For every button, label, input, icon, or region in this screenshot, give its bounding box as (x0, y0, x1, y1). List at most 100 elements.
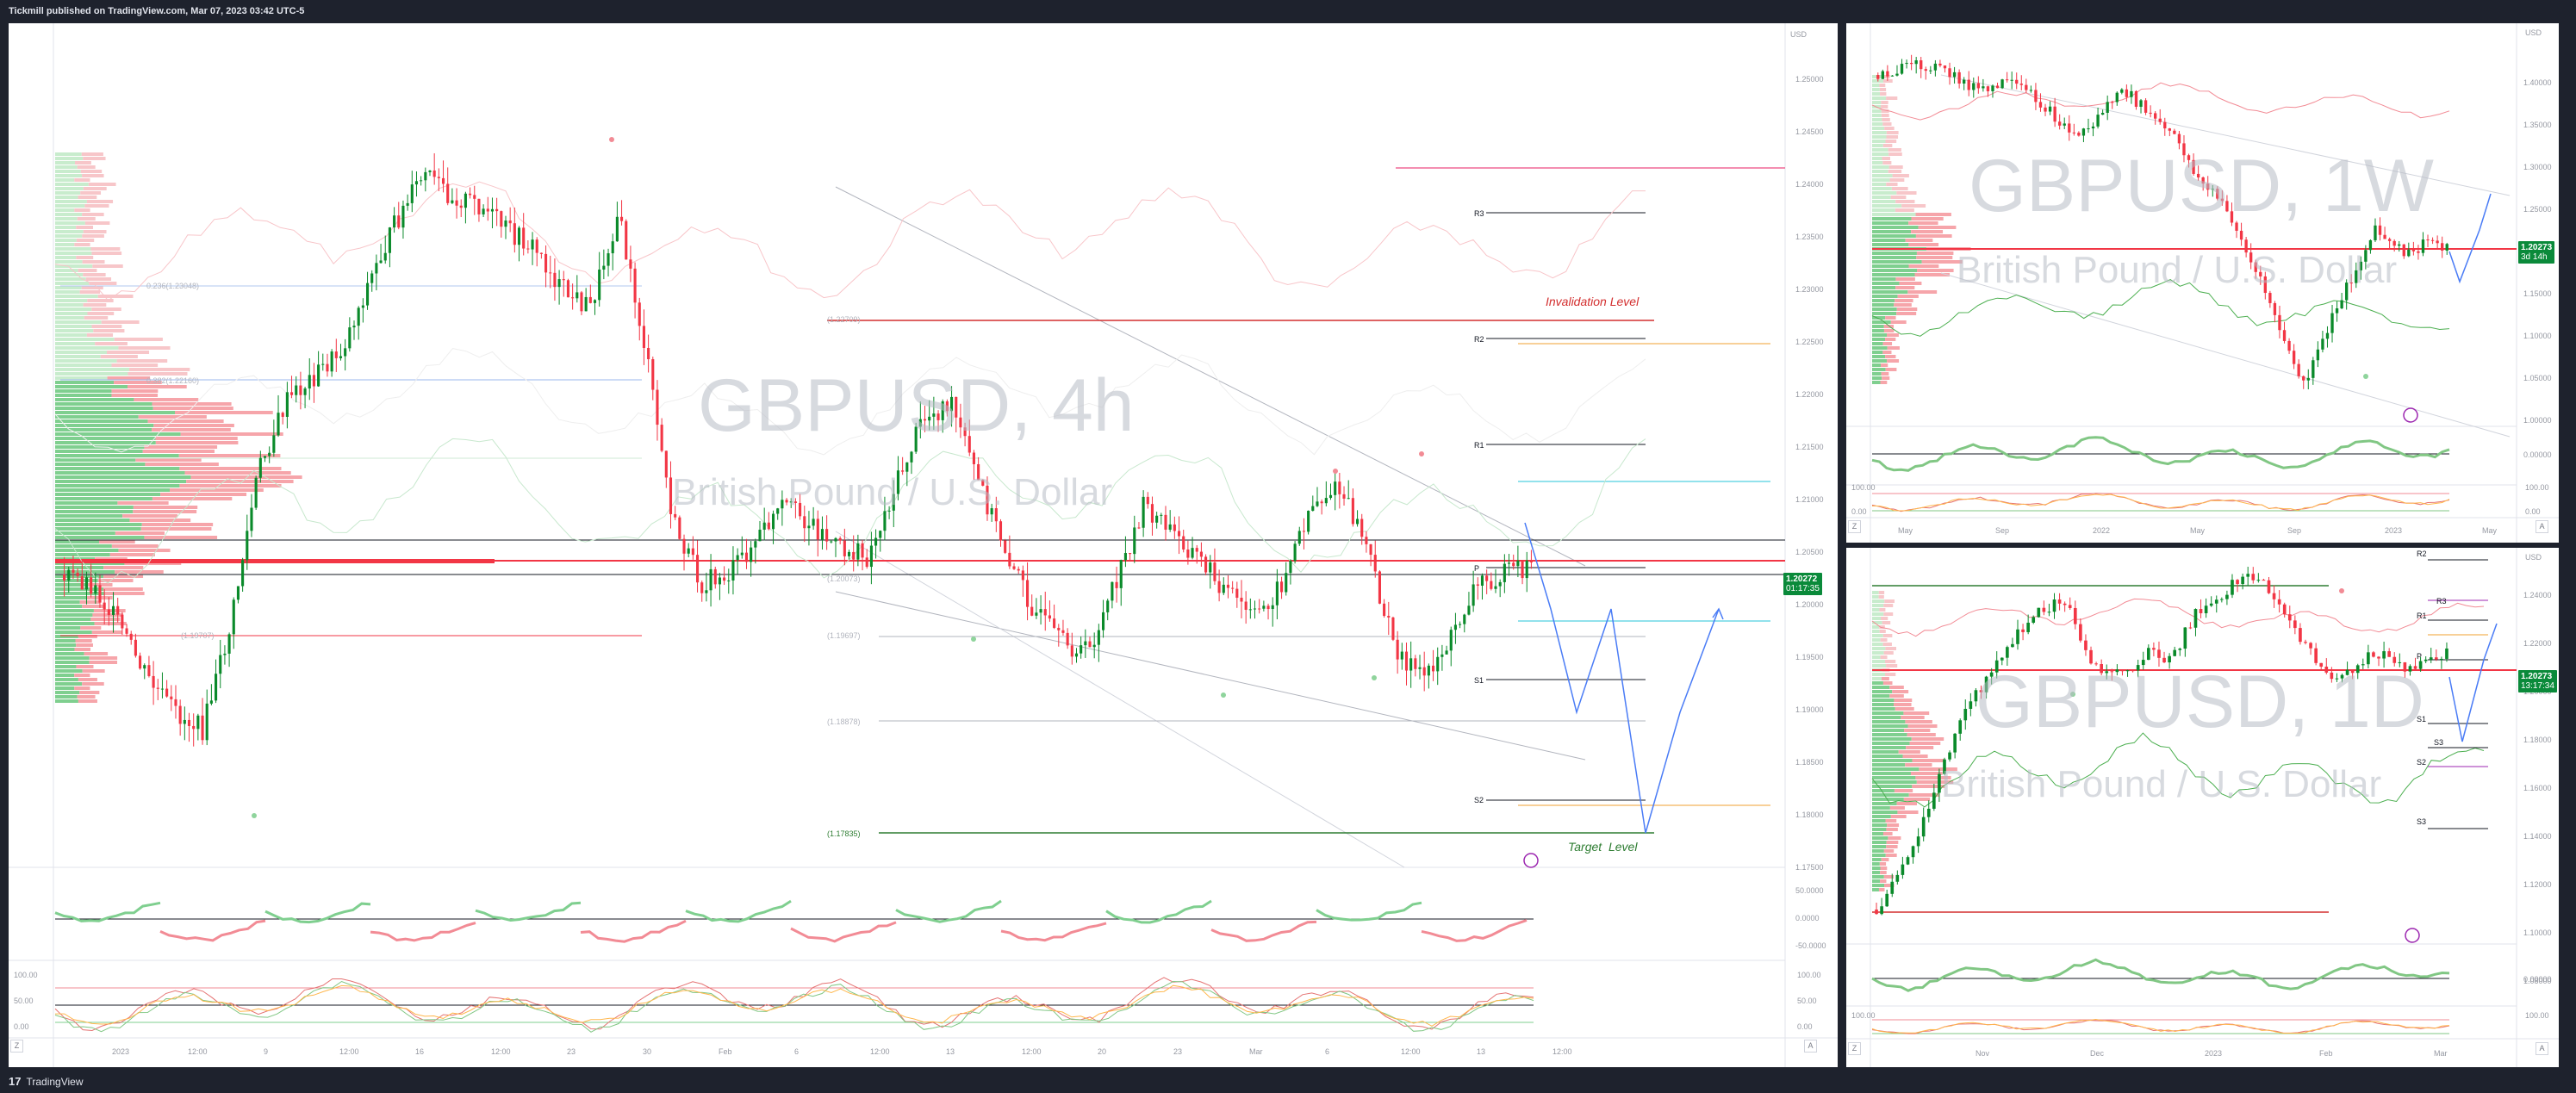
main-volume-profile-bar (55, 252, 92, 255)
main-candle (160, 688, 165, 690)
weekly-volume-profile-bar (1872, 329, 1884, 332)
daily-candle (2246, 574, 2250, 577)
main-candle (1391, 617, 1395, 640)
main-volume-profile-bar (81, 286, 103, 289)
main-candle (152, 675, 155, 688)
main-x-tick: 20 (1098, 1047, 1106, 1056)
weekly-candle (2407, 249, 2411, 257)
tradingview-brand[interactable]: 17 TradingView (9, 1075, 84, 1088)
daily-volume-profile-bar (1872, 836, 1888, 840)
weekly-zoom-button[interactable]: Z (1848, 520, 1861, 533)
main-osc1-tick: -50.0000 (1795, 941, 1826, 950)
weekly-volume-profile-bar (1882, 118, 1890, 121)
daily-volume-profile-bar (1872, 686, 1890, 689)
daily-candle (2016, 629, 2019, 644)
main-volume-profile-bar (77, 217, 96, 220)
main-candle (406, 202, 409, 206)
daily-volume-profile-bar (1872, 841, 1887, 844)
main-last-price-countdown: 01:17:35 (1786, 584, 1820, 593)
main-y-tick: 1.19500 (1795, 653, 1824, 661)
main-candle (700, 582, 704, 593)
weekly-candle (2010, 79, 2013, 81)
level-label-118878: (1.18878) (827, 717, 861, 726)
main-candle (887, 510, 891, 512)
weekly-y-tick: 1.05000 (2523, 374, 2552, 382)
main-candle (98, 585, 102, 603)
weekly-auto-scale-button[interactable]: A (2536, 520, 2548, 533)
daily-volume-profile-bar (1872, 720, 1906, 723)
weekly-x-tick: 2022 (2093, 526, 2110, 535)
main-candle (147, 665, 151, 676)
main-candle (121, 614, 124, 629)
main-candle (303, 388, 307, 395)
daily-candle (1958, 720, 1963, 734)
weekly-volume-profile-bar (1911, 217, 1944, 220)
main-candle (1338, 481, 1341, 494)
daily-y-tick: 1.12000 (2523, 880, 2552, 889)
weekly-volume-profile-bar (1882, 75, 1890, 78)
daily-candle (2214, 599, 2218, 604)
main-volume-profile-bar (55, 260, 83, 264)
daily-chart-canvas[interactable]: 1.240001.220001.200001.180001.160001.140… (1846, 548, 2559, 1067)
weekly-candle (2048, 106, 2052, 112)
level-label-117835: (1.17835) (827, 829, 861, 838)
daily-volume-profile-bar (1882, 832, 1893, 835)
daily-auto-scale-button[interactable]: A (2536, 1042, 2548, 1055)
daily-candle (2209, 603, 2213, 606)
weekly-volume-profile-bar (1872, 118, 1882, 121)
main-volume-profile-bar (114, 381, 162, 384)
daily-volume-profile-bar (1872, 724, 1908, 728)
weekly-chart-1w[interactable]: 1.400001.350001.300001.250001.200001.150… (1846, 23, 2559, 543)
main-chart-4h[interactable]: 1.25000 1.24500 1.24000 1.23500 1.23000 1.225… (9, 23, 1838, 1067)
daily-volume-profile-bar (1872, 871, 1881, 874)
main-candle (285, 392, 289, 417)
main-auto-scale-button[interactable]: A (1804, 1040, 1817, 1053)
weekly-volume-profile-bar (1872, 269, 1918, 272)
main-candle (1008, 552, 1011, 567)
publish-info-text: Tickmill published on TradingView.com, M… (9, 6, 305, 16)
weekly-volume-profile-bar (1872, 376, 1882, 380)
main-volume-profile-bar (111, 363, 159, 367)
daily-volume-profile-bar (1872, 621, 1882, 624)
main-volume-profile-bar (122, 514, 178, 518)
main-candle (941, 401, 944, 420)
main-volume-profile-bar (55, 480, 187, 483)
main-zoom-button[interactable]: Z (10, 1040, 23, 1053)
main-candle (1092, 644, 1096, 648)
daily-volume-profile-bar (1872, 832, 1883, 835)
daily-volume-profile-bar (1909, 742, 1941, 745)
main-candle (1285, 573, 1288, 593)
weekly-y-tick: 1.25000 (2523, 205, 2552, 214)
main-volume-profile-bar (55, 686, 75, 690)
main-chart-canvas[interactable]: 1.25000 1.24500 1.24000 1.23500 1.23000 1.225… (9, 23, 1838, 1067)
main-volume-profile-bar (180, 432, 283, 436)
main-candle (584, 296, 588, 312)
daily-candle (2440, 658, 2443, 660)
main-candle (553, 272, 557, 288)
daily-chart-1d[interactable]: 1.240001.220001.200001.180001.160001.140… (1846, 548, 2559, 1067)
main-candle (1204, 556, 1208, 573)
main-candle (1400, 651, 1403, 660)
daily-zoom-button[interactable]: Z (1848, 1042, 1861, 1055)
weekly-volume-profile-bar (1880, 381, 1888, 384)
main-candle (432, 170, 436, 177)
main-candle (852, 551, 856, 560)
main-candle (856, 543, 860, 560)
main-candle (549, 272, 552, 274)
daily-volume-profile-bar (1878, 591, 1885, 594)
main-candle (607, 253, 610, 266)
weekly-volume-profile-bar (1882, 342, 1893, 345)
weekly-chart-canvas[interactable]: 1.400001.350001.300001.250001.200001.150… (1846, 23, 2559, 543)
weekly-candle (2268, 293, 2272, 303)
main-volume-profile-bar (89, 661, 118, 664)
weekly-candle (2278, 314, 2281, 331)
daily-volume-profile-bar (1897, 810, 1919, 814)
weekly-candle (2263, 276, 2267, 294)
weekly-candle (2321, 338, 2324, 350)
main-candle (986, 485, 989, 515)
weekly-volume-profile-bar (1872, 338, 1886, 341)
weekly-candle (1967, 79, 1970, 90)
daily-volume-profile-bar (1912, 759, 1945, 762)
main-candle (1422, 667, 1426, 676)
daily-lightning-icon (2405, 928, 2420, 943)
